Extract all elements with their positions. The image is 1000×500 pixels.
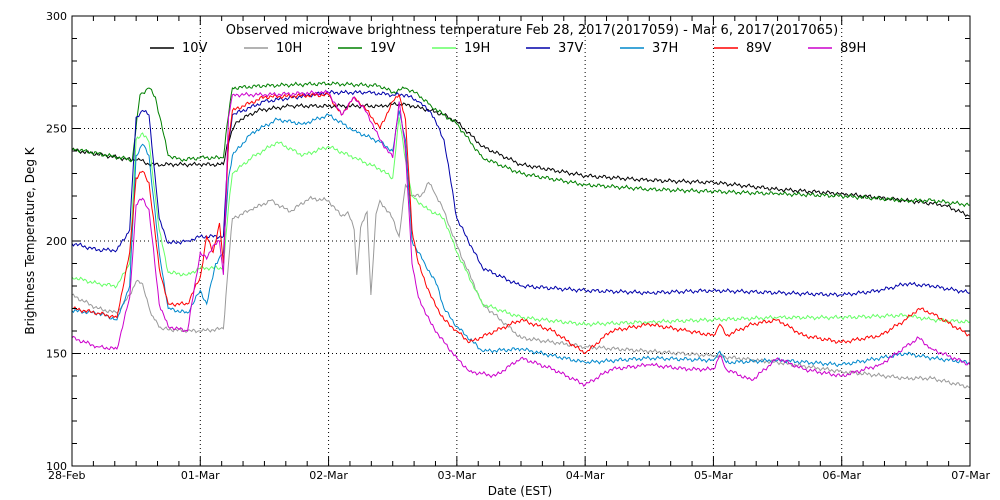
x-tick-label: 28-Feb	[48, 469, 85, 482]
series-lines	[71, 81, 971, 389]
legend-label-37V: 37V	[558, 41, 584, 56]
x-tick-label: 03-Mar	[437, 469, 476, 482]
y-tick-label: 150	[46, 348, 67, 361]
y-tick-label: 250	[46, 123, 67, 136]
legend-label-19V: 19V	[370, 41, 396, 56]
series-line-10V	[71, 101, 971, 218]
grid	[72, 16, 970, 466]
legend-label-10V: 10V	[182, 41, 208, 56]
x-tick-label: 01-Mar	[181, 469, 220, 482]
axis-ticks	[71, 15, 971, 467]
legend-label-37H: 37H	[652, 41, 678, 56]
series-line-10H	[71, 181, 971, 389]
series-line-89V	[72, 92, 971, 354]
legend-label-89H: 89H	[840, 41, 866, 56]
x-axis-label: Date (EST)	[488, 484, 552, 498]
x-tick-label: 07-Mar	[951, 469, 990, 482]
y-tick-label: 200	[46, 235, 67, 248]
x-tick-label: 02-Mar	[309, 469, 348, 482]
series-line-19V	[71, 81, 971, 208]
y-tick-label: 300	[46, 10, 67, 23]
legend: 10V 10H 19V 19H 37V 37H 89V 89H	[150, 41, 866, 56]
series-line-37V	[71, 89, 971, 298]
series-line-89H	[71, 89, 971, 387]
tick-labels: 28-Feb 01-Mar 02-Mar 03-Mar 04-Mar 05-Mar 06-M…	[46, 10, 990, 482]
legend-label-10H: 10H	[276, 41, 302, 56]
x-tick-label: 04-Mar	[566, 469, 605, 482]
legend-label-19H: 19H	[464, 41, 490, 56]
x-tick-label: 05-Mar	[694, 469, 733, 482]
y-axis-label: Brightness Temperature, Deg K	[23, 146, 37, 334]
chart-title: Observed microwave brightness temperatur…	[226, 23, 838, 38]
x-tick-label: 06-Mar	[822, 469, 861, 482]
y-tick-label: 100	[46, 460, 67, 473]
legend-label-89V: 89V	[746, 41, 772, 56]
